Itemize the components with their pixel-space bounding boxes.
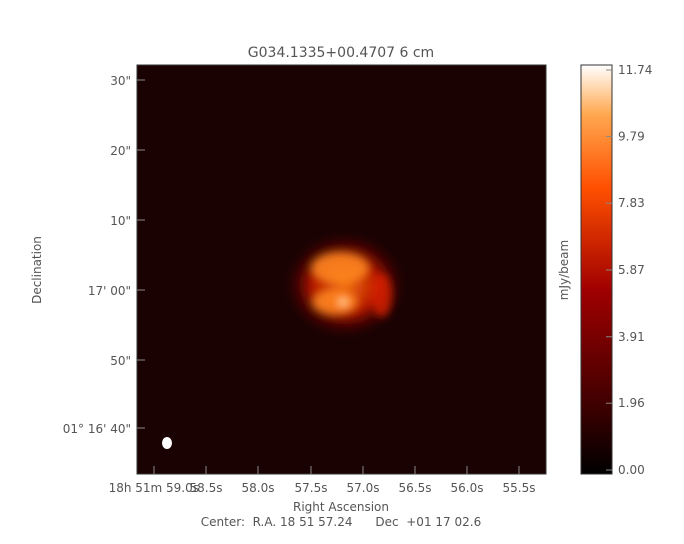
colorbar-tick-label: 0.00: [618, 463, 645, 477]
y-tick-label: 50": [110, 354, 131, 368]
x-axis-label: Right Ascension: [293, 500, 389, 514]
x-tick-label: 57.0s: [347, 481, 380, 495]
colorbar-ticks: 0.00 1.96 3.91 5.87 7.83 9.79 11.74: [606, 63, 652, 477]
y-axis-ticks: 01° 16' 40" 50" 17' 00" 10" 20" 30": [63, 74, 145, 436]
x-tick-label: 18h 51m 59.0s: [109, 481, 199, 495]
x-tick-label: 56.5s: [399, 481, 432, 495]
y-tick-label: 17' 00": [88, 284, 131, 298]
y-tick-label: 01° 16' 40": [63, 422, 131, 436]
colorbar-tick-label: 7.83: [618, 196, 645, 210]
colorbar-tick-label: 3.91: [618, 330, 645, 344]
colorbar-tick-label: 1.96: [618, 396, 645, 410]
x-tick-label: 58.0s: [242, 481, 275, 495]
y-axis-label: Declination: [30, 236, 44, 304]
x-tick-label: 55.5s: [503, 481, 536, 495]
beam-ellipse: [162, 437, 172, 449]
y-tick-label: 20": [110, 144, 131, 158]
colorbar-label: mJy/beam: [557, 240, 571, 300]
colorbar-tick-label: 11.74: [618, 63, 652, 77]
x-tick-label: 56.0s: [451, 481, 484, 495]
chart-title: G034.1335+00.4707 6 cm: [248, 45, 434, 61]
colorbar: 0.00 1.96 3.91 5.87 7.83 9.79 11.74 mJy/beam: [557, 63, 652, 477]
plot-area: [136, 64, 547, 475]
radio-source: [285, 233, 405, 337]
colorbar-tick-label: 9.79: [618, 129, 645, 143]
x-tick-label: 58.5s: [190, 481, 223, 495]
y-tick-label: 10": [110, 214, 131, 228]
center-coordinates: Center: R.A. 18 51 57.24 Dec +01 17 02.6: [201, 515, 481, 529]
colorbar-tick-label: 5.87: [618, 263, 645, 277]
x-tick-label: 57.5s: [295, 481, 328, 495]
y-tick-label: 30": [110, 74, 131, 88]
